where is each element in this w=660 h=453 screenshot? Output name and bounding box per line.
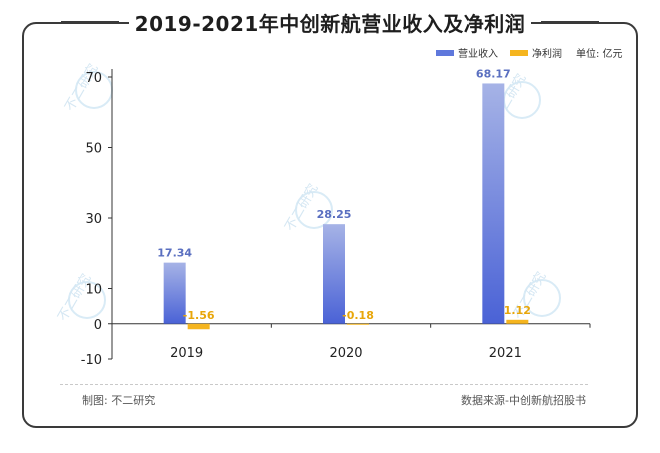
y-tick-label: 10 xyxy=(85,283,102,298)
x-tick-label: 2021 xyxy=(489,346,522,361)
footer-divider xyxy=(60,384,588,385)
watermark-text: 不二研究 xyxy=(62,61,101,114)
bar-profit xyxy=(347,323,369,325)
unit-label: 单位: 亿元 xyxy=(576,49,623,60)
legend-label-profit: 净利润 xyxy=(532,49,562,60)
credit-text: 制图: 不二研究 xyxy=(82,394,156,407)
legend-swatch-profit xyxy=(510,49,528,56)
watermark-logo xyxy=(523,279,561,317)
y-tick-label: 70 xyxy=(85,71,102,86)
legend-swatch-revenue xyxy=(436,49,454,56)
data-label-revenue: 68.17 xyxy=(476,67,511,80)
y-tick-label: 50 xyxy=(85,142,102,157)
watermark-logo xyxy=(295,191,333,229)
legend-label-revenue: 营业收入 xyxy=(458,49,498,60)
data-label-profit: -1.56 xyxy=(183,309,215,322)
data-label-revenue: 28.25 xyxy=(317,208,352,221)
x-tick-label: 2019 xyxy=(170,346,203,361)
legend-item-profit: 净利润 xyxy=(510,45,562,60)
bar-revenue xyxy=(163,262,186,324)
watermark-logo xyxy=(68,281,106,319)
data-label-revenue: 17.34 xyxy=(157,247,192,260)
x-tick-label: 2020 xyxy=(329,346,362,361)
title-rule-right xyxy=(541,21,600,23)
chart-title: 2019-2021年中创新航营业收入及净利润 xyxy=(128,7,532,37)
bar-revenue xyxy=(482,83,505,324)
data-label-profit: -0.18 xyxy=(342,309,374,322)
bar-revenue xyxy=(323,224,345,324)
title-bar: 2019-2021年中创新航营业收入及净利润 xyxy=(0,7,660,37)
legend-item-revenue: 营业收入 xyxy=(436,45,498,60)
legend: 营业收入 净利润 单位: 亿元 xyxy=(436,45,623,60)
watermark-text: 不二研究 xyxy=(55,271,94,324)
y-tick-label: -10 xyxy=(81,353,102,368)
source-text: 数据来源-中创新航招股书 xyxy=(461,394,586,407)
data-label-profit: 1.12 xyxy=(504,304,531,317)
bar-profit xyxy=(506,319,529,324)
y-tick-label: 30 xyxy=(85,212,102,227)
title-rule-left xyxy=(60,21,119,23)
y-tick-label: 0 xyxy=(94,318,102,333)
bar-profit xyxy=(187,323,210,330)
